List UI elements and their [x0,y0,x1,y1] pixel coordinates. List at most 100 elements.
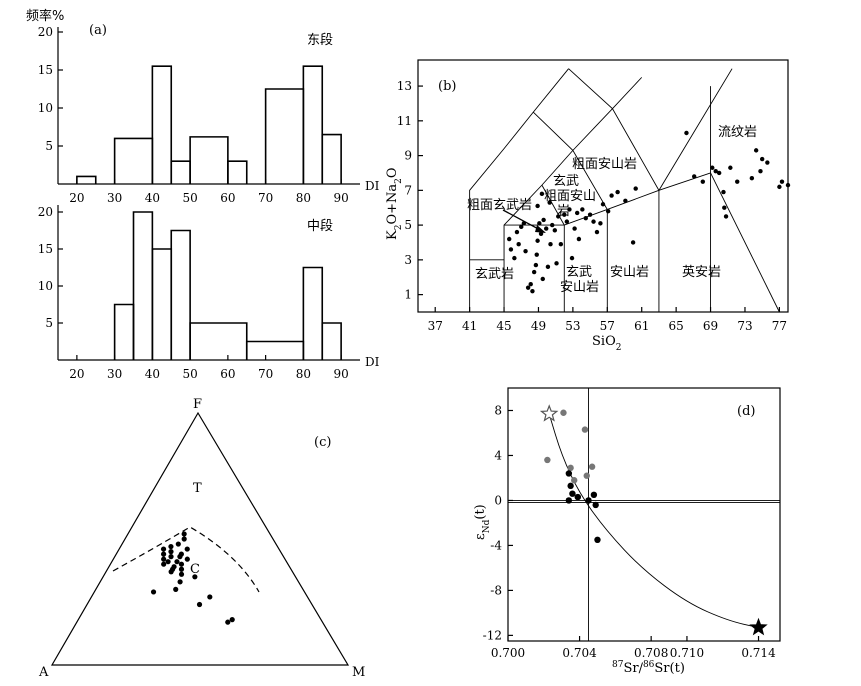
tas-field-basaltic-b: 粗面安山 [544,189,596,204]
tas-point [630,240,636,245]
tas-point [554,261,559,266]
hist-middle-bin [245,340,305,360]
hist-middle-xtick-label: 50 [182,367,197,381]
tas-point [758,169,763,174]
afm-vertex-a: A [38,665,49,680]
hist-middle-bin [132,211,154,360]
afm-point [178,561,185,567]
tas-point [541,217,546,223]
hist-east-xtick-label: 70 [258,191,273,205]
tas-point [623,198,628,203]
afm-point [168,569,174,575]
hist-east-bin [76,175,97,184]
srnd-frame [507,387,781,642]
afm-point [173,586,179,593]
tas-point [523,248,528,254]
tas-point [530,288,535,294]
hist-east-ytick-label: 10 [38,101,53,115]
tas-point [615,189,620,195]
tas-ytick-label: 11 [397,114,412,128]
hist-east-bin [227,160,248,184]
hist-east-marks: 5 10 15 20 20 30 40 50 60 70 80 90 [38,25,349,205]
srnd-black-point [592,501,599,509]
afm-point [181,536,187,542]
srnd-xtick-label: 0.704 [562,646,597,660]
srnd-ytick-label: 0 [494,493,502,507]
tas-point [508,247,514,252]
tas-field-basaltic-andesite-a: 玄武 [566,265,592,280]
tas-point [572,226,577,231]
srnd-points [539,404,768,636]
afm-label-c: C [190,562,200,577]
tas-point [713,169,718,174]
tas-point [700,179,706,184]
hist-east-bin [321,133,342,184]
tas-point [544,226,549,231]
panel-d: (d) 0.700 0.704 0.708 0.710 0.714840-4-8-12 … [473,387,781,676]
srnd-black-point [565,470,573,477]
hist-east: 东段 DI 5 10 15 20 20 30 40 50 60 70 80 90 [38,25,380,205]
afm-triangle [50,411,350,666]
afm-point [175,541,181,547]
hist-east-xtick-label: 20 [69,191,84,205]
srnd-xtick-label: 0.714 [741,646,776,660]
srnd-ytick-label: -4 [490,538,502,552]
tas-xlabel: SiO2 [592,334,621,353]
afm-points [150,531,235,625]
tas-xtick-label: 61 [634,319,649,333]
tas-xtick-label: 37 [428,319,443,333]
hist-middle-xtick-label: 40 [145,367,160,381]
afm-point [229,617,235,623]
tas-point [558,242,564,247]
afm-point [174,559,180,565]
hist-east-xtick-label: 50 [182,191,197,205]
afm-point [168,549,174,555]
afm-vertex-m: M [352,665,365,680]
tas-point [723,214,729,219]
tas-point [576,236,582,242]
tas-point [567,207,572,212]
tas-ytick-label: 1 [404,288,412,302]
srnd-ytick-label: 4 [494,448,502,462]
tas-xtick-label: 77 [772,319,787,333]
hist-east-bin [170,160,191,184]
hist-middle-ytick-label: 20 [38,205,53,219]
tas-point [516,242,521,247]
tas-point [749,175,755,181]
hist-east-xtick-label: 40 [145,191,160,205]
srnd-xtick-label: 0.710 [670,646,704,660]
hist-middle-title: 中段 [307,219,333,234]
srnd-grey-point [544,456,551,464]
srnd-star-filled [749,617,768,636]
tas-field-dacite: 英安岩 [682,265,721,280]
afm-point [161,551,167,557]
srnd-black-point [574,493,581,501]
tas-point [535,203,540,209]
afm-point [178,551,184,557]
hist-east-xlabel: DI [365,179,380,193]
tas-field-andesite: 安山岩 [610,265,649,280]
afm-point [177,579,183,585]
tas-point [633,186,638,191]
afm-point [168,543,174,550]
tas-boundary [503,77,643,312]
hist-east-title: 东段 [307,33,333,48]
hist-middle-xtick-label: 30 [107,367,122,381]
tas-point [721,189,726,195]
tas-boundary [541,184,565,312]
tas-ylabel: K2O+Na2O [385,167,404,240]
tas-point [537,221,542,226]
afm-vertex-f: F [193,397,202,412]
tas-point [534,252,539,257]
panel-d-label: (d) [737,404,755,419]
tas-ytick-label: 5 [404,218,412,232]
tas-ytick-label: 7 [404,183,412,197]
tas-point [728,165,733,170]
tas-point [765,160,770,165]
hist-middle-bin [151,248,173,360]
panel-c: (c) F A M T C [38,397,365,680]
afm-point [196,601,203,608]
tas-point [716,170,722,176]
hist-east-bin [189,136,229,184]
srnd-ytick-label: 8 [494,403,502,417]
